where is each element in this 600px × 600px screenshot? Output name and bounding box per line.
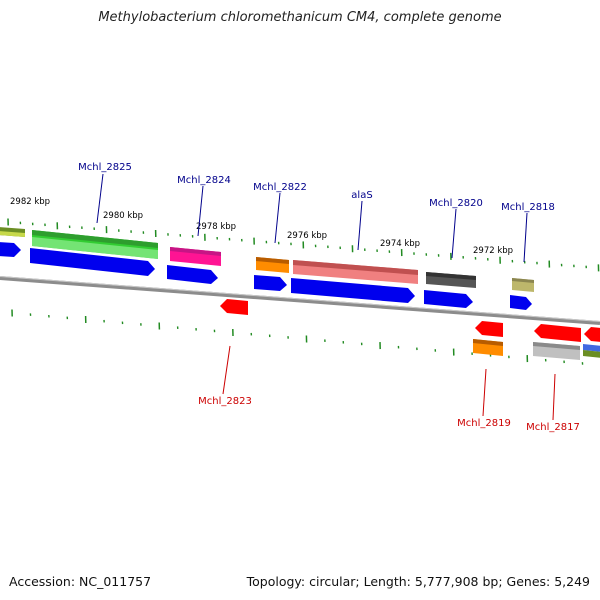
scale-label: 2976 kbp xyxy=(287,231,327,241)
scale-label: 2980 kbp xyxy=(103,211,143,221)
leader-line xyxy=(451,208,457,259)
gene-feature[interactable] xyxy=(583,344,600,352)
gene-feature[interactable] xyxy=(170,247,221,256)
cds-arrow[interactable] xyxy=(291,278,415,303)
gene-label[interactable]: Mchl_2819 xyxy=(457,418,511,429)
cds-arrow[interactable] xyxy=(424,290,473,308)
gene-feature[interactable] xyxy=(512,278,534,283)
gene-feature[interactable] xyxy=(583,350,600,358)
leader-line xyxy=(274,192,281,244)
scale-label: 2978 kbp xyxy=(196,222,236,232)
gene-label[interactable]: Mchl_2823 xyxy=(198,396,252,407)
gene-feature[interactable] xyxy=(475,321,503,337)
scale-ticks xyxy=(7,218,600,365)
gene-feature[interactable] xyxy=(426,272,476,280)
forward-leaders xyxy=(96,173,528,263)
leader-line xyxy=(552,373,556,421)
leader-line xyxy=(222,345,231,395)
leader-line xyxy=(197,185,204,237)
gene-feature[interactable] xyxy=(32,237,158,259)
gene-feature[interactable] xyxy=(32,230,158,248)
gene-label[interactable]: Mchl_2825 xyxy=(78,162,132,173)
forward-features-colored xyxy=(0,227,534,292)
gene-feature[interactable] xyxy=(0,231,25,237)
accession-text: Accession: NC_011757 xyxy=(9,574,152,589)
gene-feature[interactable] xyxy=(220,299,248,315)
leader-line xyxy=(523,212,528,263)
forward-gene-labels: Mchl_2825 Mchl_2824 Mchl_2822 alaS Mchl_… xyxy=(78,162,555,213)
gene-label[interactable]: Mchl_2818 xyxy=(501,202,555,213)
reverse-features xyxy=(220,299,600,360)
map-title: Methylobacterium chloromethanicum CM4, c… xyxy=(98,10,502,25)
cds-arrow[interactable] xyxy=(0,242,21,257)
scale-label: 2982 kbp xyxy=(10,197,50,207)
gene-feature[interactable] xyxy=(293,260,418,275)
gene-label[interactable]: Mchl_2817 xyxy=(526,422,580,433)
cds-arrow[interactable] xyxy=(30,248,155,276)
topology-text: Topology: circular; Length: 5,777,908 bp… xyxy=(246,574,590,589)
scale-labels: 2982 kbp 2980 kbp 2978 kbp 2976 kbp 2974… xyxy=(10,197,513,256)
leader-line xyxy=(482,368,487,417)
scale-label: 2974 kbp xyxy=(380,239,420,249)
gene-feature[interactable] xyxy=(534,324,581,342)
gene-feature[interactable] xyxy=(584,327,600,342)
genome-backbone xyxy=(0,276,600,325)
cds-arrow[interactable] xyxy=(254,275,287,291)
gene-feature[interactable] xyxy=(473,339,503,346)
cds-arrow[interactable] xyxy=(510,295,532,310)
reverse-gene-labels: Mchl_2823 Mchl_2819 Mchl_2817 xyxy=(198,396,580,433)
forward-cds-arrows xyxy=(0,242,532,310)
scale-label: 2972 kbp xyxy=(473,246,513,256)
gene-label[interactable]: Mchl_2822 xyxy=(253,182,307,193)
gene-feature[interactable] xyxy=(256,257,289,264)
gene-label[interactable]: alaS xyxy=(351,190,372,201)
leader-line xyxy=(357,200,363,251)
leader-line xyxy=(96,173,104,224)
gene-feature[interactable] xyxy=(533,342,580,350)
reverse-leaders xyxy=(222,345,556,421)
cds-arrow[interactable] xyxy=(167,265,218,284)
genome-backbone-highlight xyxy=(0,276,600,322)
gene-label[interactable]: Mchl_2820 xyxy=(429,198,483,209)
gene-label[interactable]: Mchl_2824 xyxy=(177,175,231,186)
